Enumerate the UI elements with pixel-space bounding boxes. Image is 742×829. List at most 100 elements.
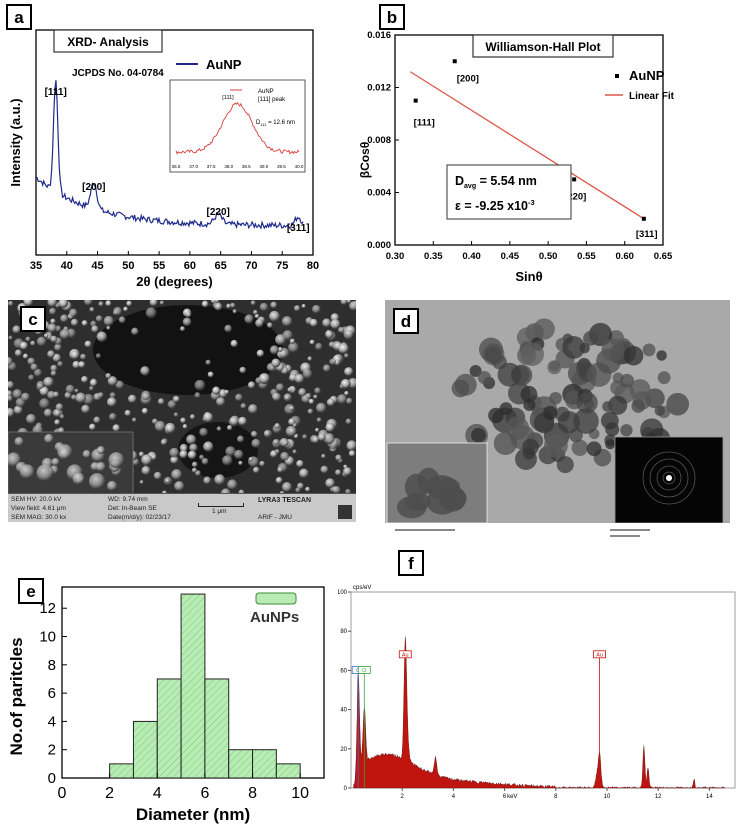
- sem-particle: [70, 350, 80, 360]
- legend-label-points: AuNP: [629, 68, 665, 83]
- sem-particle: [346, 300, 352, 304]
- sem-particle: [84, 340, 92, 348]
- sem-particle: [284, 395, 290, 401]
- sem-particle: [332, 485, 341, 494]
- tem-particle: [629, 379, 651, 400]
- x-tick-label: 0.40: [462, 251, 481, 262]
- sem-particle: [338, 343, 349, 354]
- sem-particle: [230, 339, 238, 348]
- sem-particle: [240, 403, 247, 409]
- x-tick-label: 35: [30, 260, 42, 272]
- sem-particle: [43, 333, 49, 338]
- sem-particle: [267, 322, 273, 329]
- sem-micrograph: c SEM HV: 20.0 kV WD: 9.74 mm LYRA3 TESC…: [8, 300, 356, 522]
- tem-particle: [571, 439, 589, 457]
- sem-particle: [12, 325, 21, 334]
- panel-e: e 0 2 4 6 8 10 0 2 4 6 8 10 12 Diameter (nm) No.of par…: [0, 575, 335, 829]
- sem-particle: [226, 303, 231, 309]
- sem-particle: [252, 466, 260, 474]
- sem-particle: [89, 423, 96, 431]
- x-tick-label: 6: [503, 794, 507, 800]
- x-axis-label: keV: [507, 794, 517, 800]
- y-tick-label: 0.012: [367, 83, 391, 94]
- x-tick-label: 70: [245, 260, 257, 272]
- sem-particle: [57, 361, 63, 367]
- sem-particle: [238, 416, 247, 426]
- tem-particle: [497, 362, 522, 387]
- sem-particle: [25, 336, 31, 342]
- inset-series-line: [175, 101, 300, 155]
- inset-tick-label: 36.5: [172, 164, 181, 169]
- sem-particle: [109, 412, 117, 421]
- sem-particle: [312, 436, 320, 444]
- saed-ring: [656, 465, 682, 491]
- sem-particle: [70, 318, 79, 327]
- point-label: [311]: [636, 229, 658, 240]
- x-tick-label: 80: [307, 260, 319, 272]
- sem-particle: [330, 319, 341, 330]
- y-tick-label: 2: [48, 742, 56, 759]
- title-box: [472, 34, 614, 58]
- sem-brand: LYRA3 TESCAN: [258, 497, 312, 504]
- sem-particle: [141, 390, 151, 400]
- sem-particle: [263, 430, 271, 437]
- inset-tick-label: 38.0: [224, 164, 233, 169]
- saed-ring: [662, 471, 676, 485]
- histogram-bar: [132, 720, 158, 779]
- tem-particle: [488, 407, 504, 424]
- sem-particle: [78, 361, 86, 369]
- sem-particle: [149, 300, 158, 307]
- sem-particle: [81, 320, 88, 327]
- tem-particle: [576, 391, 598, 414]
- sem-inset-particle: [95, 461, 106, 472]
- sem-particle: [287, 387, 292, 393]
- sem-inset-particle: [19, 464, 35, 480]
- y-tick-label: 100: [338, 590, 348, 596]
- x-tick-label: 0.55: [577, 251, 596, 262]
- element-tag-box: [593, 650, 606, 659]
- sem-particle: [30, 363, 38, 371]
- tem-particle: [656, 350, 667, 361]
- histogram-bar: [228, 749, 254, 779]
- sem-inset-particle: [14, 436, 24, 447]
- peak-label: [220]: [207, 207, 230, 218]
- sem-particle: [305, 392, 312, 399]
- sem-particle: [186, 434, 197, 445]
- sem-particle: [189, 443, 198, 453]
- sem-particle: [170, 455, 179, 464]
- sem-particle: [81, 404, 90, 414]
- sem-particle: [33, 368, 42, 377]
- y-tick-label: 4: [48, 713, 56, 730]
- data-point: [413, 98, 418, 103]
- sem-particle: [139, 480, 144, 485]
- annotation-size-subscript: avg: [464, 183, 476, 190]
- sem-particle: [47, 300, 58, 307]
- sem-particle: [23, 300, 34, 307]
- sem-particle: [321, 453, 326, 459]
- sem-particle: [308, 398, 315, 405]
- sem-particle: [71, 394, 77, 401]
- sem-particle: [325, 422, 335, 433]
- sem-particle: [93, 416, 101, 424]
- sem-particle: [47, 323, 57, 333]
- y-axis-label: No.of paritcles: [7, 637, 26, 755]
- sem-particle: [335, 454, 342, 461]
- sem-particle: [49, 307, 57, 315]
- sem-particle: [301, 303, 306, 309]
- tem-particle: [557, 411, 581, 434]
- sem-particle: [309, 339, 315, 345]
- sem-particle: [36, 380, 45, 389]
- element-tag-label: O: [362, 668, 367, 674]
- sem-particle: [54, 343, 62, 352]
- sem-particle: [322, 364, 331, 373]
- x-tick-label: 4: [153, 785, 162, 802]
- sem-particle: [50, 364, 58, 372]
- sem-inset-particle: [108, 452, 125, 469]
- sem-particle: [39, 386, 49, 396]
- sem-view-field: View field: 4.61 μm: [11, 505, 66, 512]
- sem-particle: [30, 340, 36, 346]
- sem-particle: [54, 419, 60, 426]
- sem-particle: [95, 353, 101, 359]
- hrtem-particle: [439, 485, 466, 512]
- sem-particle: [224, 389, 229, 395]
